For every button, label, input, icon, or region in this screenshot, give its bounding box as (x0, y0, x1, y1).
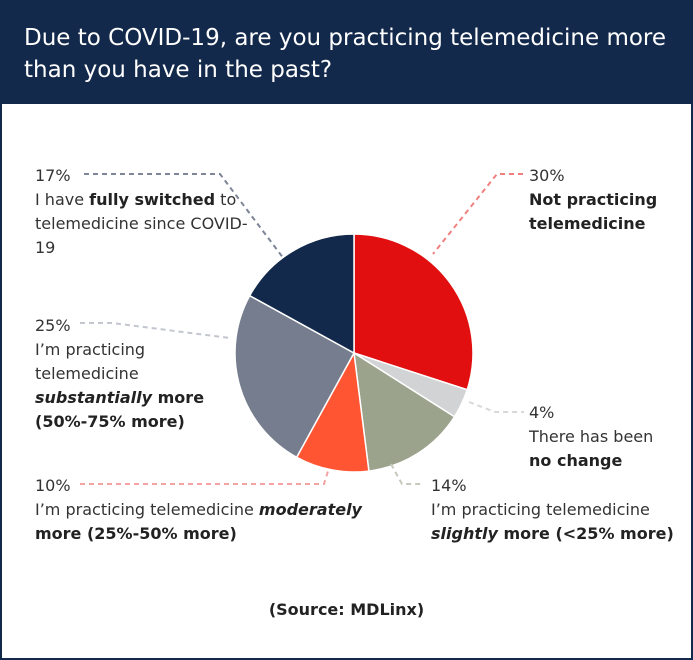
leader-not-practicing (432, 173, 523, 255)
leader-fully-switched (84, 173, 285, 260)
label-part: I’m practicing telemedicine (431, 500, 650, 519)
label-substantially-percent: 25% (35, 316, 71, 335)
slice-moderately (295, 350, 370, 473)
label-part: more (<25% more) (497, 524, 674, 543)
label-part: moderately (258, 500, 362, 519)
label-part: I’m practicing telemedicine (35, 500, 259, 519)
label-slightly-percent: 14% (431, 476, 467, 495)
leader-substantially (80, 322, 231, 339)
pie-slices (234, 233, 474, 473)
label-part: slightly (431, 524, 498, 543)
label-part: to telemedicine since COVID-19 (35, 190, 248, 257)
label-part: more (50%-75% more) (35, 388, 205, 431)
label-part: more (25%-50% more) (35, 524, 237, 543)
label-part: I have (35, 190, 90, 209)
label-fully-switched-percent: 17% (35, 166, 71, 185)
slice-substantially (234, 294, 356, 459)
label-no-change-percent: 4% (529, 403, 555, 422)
slice-fully-switched (248, 233, 355, 355)
label-slightly: 14% I’m practicing telemedicine slightly… (431, 474, 686, 546)
label-part: I’m practicing telemedicine (35, 340, 146, 383)
leader-slightly (390, 463, 422, 485)
label-fully-switched: 17% I have fully switched to telemedicin… (35, 164, 255, 260)
header-banner: Due to COVID-19, are you practicing tele… (2, 2, 691, 104)
label-substantially: 25% I’m practicing telemedicine substant… (35, 314, 225, 434)
label-part: fully switched (89, 190, 216, 209)
label-not-practicing: 30% Not practicing telemedicine (529, 164, 679, 236)
label-part: Not practicing telemedicine (529, 190, 658, 233)
label-moderately-percent: 10% (35, 476, 71, 495)
label-moderately-text: I’m practicing telemedicine moderately m… (35, 500, 362, 543)
leader-no-change (468, 401, 524, 413)
label-no-change: 4% There has been no change (529, 401, 679, 473)
leader-lines (80, 173, 524, 485)
label-part: There has been (529, 427, 654, 446)
slice-slightly (353, 351, 456, 472)
label-part: substantially (35, 388, 153, 407)
label-part: no change (529, 451, 623, 470)
label-no-change-text: There has been no change (529, 427, 653, 470)
label-not-practicing-text: Not practicing telemedicine (529, 190, 657, 233)
label-moderately: 10% I’m practicing telemedicine moderate… (35, 474, 365, 546)
label-not-practicing-percent: 30% (529, 166, 565, 185)
slice-not-practicing (353, 233, 474, 391)
label-substantially-text: I’m practicing telemedicine substantiall… (35, 340, 204, 431)
chart-title: Due to COVID-19, are you practicing tele… (24, 25, 667, 83)
source-note: (Source: MDLinx) (268, 600, 425, 619)
label-slightly-text: I’m practicing telemedicine slightly mor… (431, 500, 674, 543)
label-fully-switched-text: I have fully switched to telemedicine si… (35, 190, 248, 257)
leader-moderately (80, 467, 330, 485)
